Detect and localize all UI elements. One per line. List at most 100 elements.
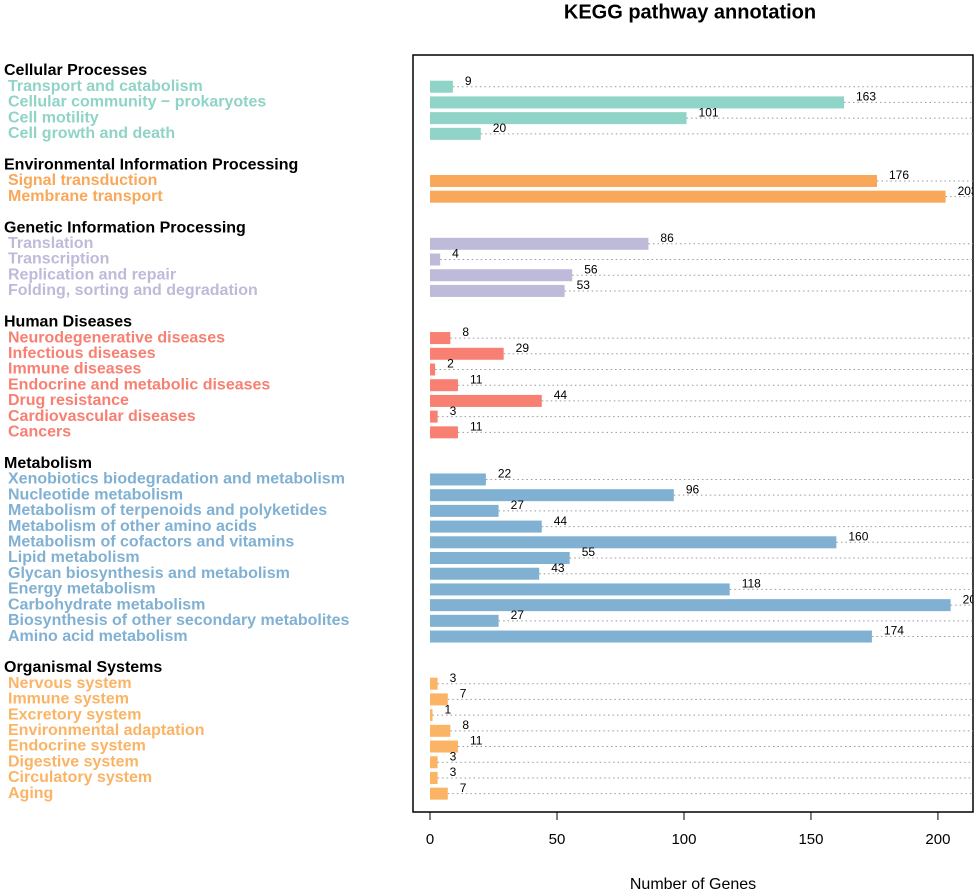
category-label: Xenobiotics biodegradation and metabolis… bbox=[8, 471, 345, 488]
category-label: Excretory system bbox=[8, 706, 141, 723]
category-label: Cell motility bbox=[8, 109, 99, 126]
category-label: Metabolism of other amino acids bbox=[8, 518, 257, 535]
bar bbox=[430, 174, 877, 187]
group-label: Human Diseases bbox=[4, 314, 132, 331]
group-label: Genetic Information Processing bbox=[4, 219, 246, 236]
category-label: Infectious diseases bbox=[8, 345, 156, 362]
value-label: 44 bbox=[554, 514, 568, 528]
bar bbox=[430, 552, 570, 565]
x-axis-label: Number of Genes bbox=[630, 876, 756, 893]
group-label: Organismal Systems bbox=[4, 659, 162, 676]
category-label: Energy metabolism bbox=[8, 581, 156, 598]
bar bbox=[430, 332, 451, 345]
value-label: 176 bbox=[889, 168, 909, 182]
bar bbox=[430, 520, 542, 533]
category-label: Neurodegenerative diseases bbox=[8, 329, 225, 346]
category-label: Environmental adaptation bbox=[8, 722, 204, 739]
value-label: 203 bbox=[958, 184, 976, 198]
bar bbox=[430, 284, 565, 297]
x-tick-label: 0 bbox=[426, 831, 434, 848]
value-label: 118 bbox=[742, 577, 761, 591]
category-label: Immune system bbox=[8, 691, 129, 708]
category-label: Cancers bbox=[8, 424, 71, 441]
value-labels: 9 163 101 20 176 203 86 4 56 53 8 29 2 11 44 3 11 22 96 27 4… bbox=[445, 74, 976, 795]
x-tick-label: 150 bbox=[798, 831, 823, 848]
category-label: Signal transduction bbox=[8, 172, 157, 189]
value-label: 174 bbox=[884, 624, 904, 638]
value-label: 2 bbox=[447, 357, 454, 371]
value-label: 3 bbox=[450, 404, 457, 418]
value-label: 8 bbox=[462, 325, 469, 339]
category-label: Metabolism of terpenoids and polyketides bbox=[8, 502, 327, 519]
category-label: Amino acid metabolism bbox=[8, 628, 188, 645]
group-label: Metabolism bbox=[4, 455, 92, 472]
category-label: Endocrine and metabolic diseases bbox=[8, 376, 270, 393]
value-label: 55 bbox=[582, 545, 596, 559]
value-label: 11 bbox=[470, 734, 483, 748]
bar bbox=[430, 347, 504, 360]
value-label: 205 bbox=[963, 592, 976, 606]
bar bbox=[430, 583, 730, 596]
value-label: 27 bbox=[511, 498, 525, 512]
x-tick-label: 200 bbox=[925, 831, 950, 848]
category-label: Aging bbox=[8, 785, 53, 802]
bar bbox=[430, 630, 872, 643]
value-label: 11 bbox=[470, 420, 483, 434]
bar bbox=[430, 614, 499, 627]
value-label: 3 bbox=[450, 749, 457, 763]
value-label: 56 bbox=[584, 262, 598, 276]
category-label: Replication and repair bbox=[8, 266, 176, 283]
value-label: 4 bbox=[452, 247, 459, 261]
bar bbox=[430, 269, 573, 282]
bar bbox=[430, 489, 674, 502]
value-label: 7 bbox=[460, 687, 467, 701]
bar bbox=[430, 80, 453, 93]
value-label: 22 bbox=[498, 467, 512, 481]
bar bbox=[430, 237, 649, 250]
value-label: 11 bbox=[470, 372, 483, 386]
category-label: Endocrine system bbox=[8, 738, 146, 755]
category-label: Immune diseases bbox=[8, 361, 142, 378]
bar bbox=[430, 96, 844, 109]
category-label: Nucleotide metabolism bbox=[8, 486, 183, 503]
bar bbox=[430, 127, 481, 140]
category-label: Biosynthesis of other secondary metaboli… bbox=[8, 612, 350, 629]
bar bbox=[430, 536, 837, 549]
value-label: 101 bbox=[699, 105, 719, 119]
value-label: 53 bbox=[577, 278, 591, 292]
value-label: 3 bbox=[450, 671, 457, 685]
bar bbox=[430, 724, 451, 737]
bar bbox=[430, 253, 441, 266]
category-label: Cell growth and death bbox=[8, 125, 175, 142]
category-label: Carbohydrate metabolism bbox=[8, 596, 205, 613]
group-label: Environmental Information Processing bbox=[4, 156, 298, 173]
category-label: Nervous system bbox=[8, 675, 132, 692]
bar bbox=[430, 771, 438, 784]
bar bbox=[430, 740, 458, 753]
category-label: Cardiovascular diseases bbox=[8, 408, 196, 425]
category-label: Drug resistance bbox=[8, 392, 129, 409]
category-label: Circulatory system bbox=[8, 769, 152, 786]
bar bbox=[430, 363, 436, 376]
value-label: 29 bbox=[516, 341, 530, 355]
category-label: Transport and catabolism bbox=[8, 78, 203, 95]
category-label: Transcription bbox=[8, 251, 109, 268]
bar bbox=[430, 567, 540, 580]
category-label: Digestive system bbox=[8, 753, 139, 770]
bar bbox=[430, 473, 486, 486]
category-label: Translation bbox=[8, 235, 93, 252]
value-label: 1 bbox=[445, 702, 452, 716]
category-label: Glycan biosynthesis and metabolism bbox=[8, 565, 290, 582]
bar bbox=[430, 599, 951, 612]
bar bbox=[430, 787, 448, 800]
bar bbox=[430, 504, 499, 517]
bar bbox=[430, 756, 438, 769]
value-label: 27 bbox=[511, 608, 525, 622]
bar bbox=[430, 394, 542, 407]
chart-title: KEGG pathway annotation bbox=[564, 1, 816, 23]
value-label: 96 bbox=[686, 482, 700, 496]
category-label: Membrane transport bbox=[8, 188, 163, 205]
x-tick-label: 100 bbox=[671, 831, 696, 848]
bar bbox=[430, 693, 448, 706]
